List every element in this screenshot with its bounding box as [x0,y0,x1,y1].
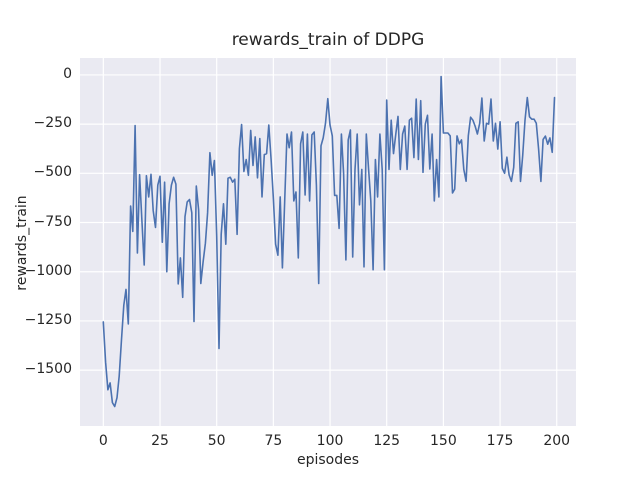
x-tick-label: 125 [373,433,401,449]
chart-title: rewards_train of DDPG [231,30,425,50]
x-tick-label: 100 [316,433,344,449]
y-tick-label: −1000 [24,262,72,279]
y-axis-label: rewards_train [14,195,30,291]
x-tick-label: 200 [543,433,571,449]
x-tick-label: 150 [430,433,457,449]
y-tick-label: −1500 [24,361,72,378]
x-tick-label: 25 [151,433,169,449]
axes-background [80,58,576,426]
y-tick-label: −750 [33,213,72,230]
y-tick-label: 0 [63,65,72,82]
y-tick-label: −500 [33,164,72,181]
y-tick-label: −1250 [24,311,72,328]
x-tick-label: 175 [486,433,514,449]
series-line [102,75,556,408]
y-tick-label: −250 [33,115,72,132]
x-axis-label: episodes [296,452,360,468]
x-tick-label: 50 [207,433,226,449]
x-tick-label: 75 [264,433,283,449]
x-tick-label: 0 [98,433,108,449]
